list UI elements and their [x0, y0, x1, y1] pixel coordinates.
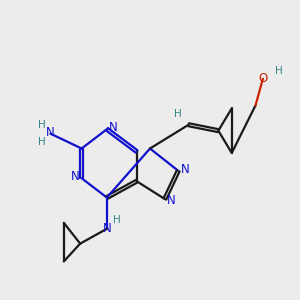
Text: N: N	[103, 222, 112, 235]
Text: N: N	[181, 163, 190, 176]
Text: H: H	[174, 109, 182, 119]
Text: H: H	[113, 215, 121, 225]
Text: N: N	[167, 194, 176, 207]
Text: O: O	[258, 72, 268, 85]
Text: N: N	[46, 126, 55, 139]
Text: N: N	[109, 121, 118, 134]
Text: H: H	[38, 137, 45, 147]
Text: N: N	[71, 170, 80, 183]
Text: H: H	[275, 66, 283, 76]
Text: H: H	[38, 120, 45, 130]
